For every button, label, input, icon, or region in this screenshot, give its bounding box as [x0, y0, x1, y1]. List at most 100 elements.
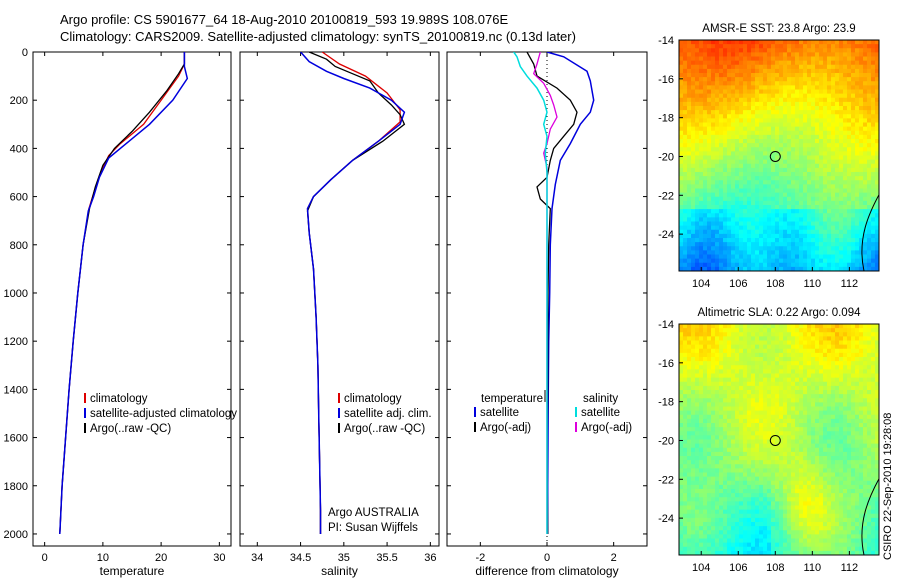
sla-cell	[827, 365, 832, 370]
sst-cell	[763, 89, 768, 95]
sst-cell	[807, 188, 812, 194]
sla-cell	[803, 377, 808, 383]
sla-cell	[691, 344, 696, 350]
sst-cell	[863, 188, 868, 194]
sst-cell	[731, 89, 736, 95]
sst-cell	[763, 217, 768, 222]
sst-cell	[711, 225, 716, 231]
sst-cell	[875, 56, 880, 62]
sla-cell	[823, 435, 828, 440]
sla-cell	[835, 423, 840, 428]
sst-cell	[847, 48, 852, 53]
sst-cell	[739, 242, 744, 247]
sla-cell	[875, 414, 880, 420]
sst-cell	[767, 200, 772, 206]
sst-cell	[867, 167, 872, 173]
sst-cell	[687, 246, 692, 251]
sla-cell	[871, 410, 876, 416]
sla-cell	[867, 328, 872, 333]
sla-cell	[851, 385, 856, 391]
sla-cell	[775, 439, 780, 445]
sla-cell	[867, 340, 872, 346]
sst-cell	[755, 122, 760, 128]
sla-cell	[723, 443, 728, 449]
sst-cell	[719, 229, 724, 235]
sst-cell	[851, 139, 856, 144]
sst-cell	[779, 258, 784, 264]
sla-cell	[719, 394, 724, 399]
sst-cell	[731, 229, 736, 235]
sla-cell	[723, 427, 728, 432]
sst-cell	[787, 126, 792, 132]
sst-cell	[763, 192, 768, 198]
sla-cell	[695, 439, 700, 445]
sla-cell	[827, 336, 832, 341]
sst-cell	[695, 143, 700, 148]
sst-cell	[771, 238, 776, 243]
sst-cell	[819, 163, 824, 169]
sla-cell	[687, 480, 692, 486]
sla-cell	[847, 418, 852, 424]
sla-cell	[775, 464, 780, 469]
sla-cell	[871, 365, 876, 370]
sla-cell	[791, 352, 796, 358]
sla-cell	[787, 377, 792, 383]
sla-cell	[687, 489, 692, 494]
sst-cell	[747, 40, 752, 45]
sla-cell	[711, 402, 716, 407]
sla-cell	[823, 348, 828, 354]
sst-cell	[859, 151, 864, 156]
sst-cell	[695, 258, 700, 264]
sst-cell	[707, 163, 712, 169]
sst-cell	[699, 143, 704, 148]
sla-cell	[875, 460, 880, 465]
sst-cell	[795, 258, 800, 264]
sst-cell	[799, 73, 804, 78]
sst-cell	[795, 101, 800, 107]
sla-cell	[835, 427, 840, 432]
sst-cell	[867, 258, 872, 264]
sst-cell	[815, 254, 820, 260]
sla-cell	[827, 352, 832, 358]
sla-cell	[711, 468, 716, 473]
sla-cell	[783, 443, 788, 449]
sla-cell	[691, 431, 696, 436]
sst-cell	[683, 40, 688, 45]
sst-cell	[871, 196, 876, 202]
sst-cell	[787, 97, 792, 103]
sla-cell	[755, 480, 760, 486]
sla-cell	[839, 414, 844, 420]
sla-cell	[815, 468, 820, 473]
sst-cell	[799, 93, 804, 99]
sla-cell	[735, 414, 740, 420]
sst-cell	[731, 134, 736, 140]
sst-cell	[851, 114, 856, 119]
sla-cell	[851, 348, 856, 354]
sla-cell	[679, 435, 684, 440]
sst-cell	[763, 118, 768, 123]
sla-cell	[739, 398, 744, 403]
sla-cell	[723, 476, 728, 482]
sst-cell	[875, 209, 880, 214]
sst-xtick-label: 112	[841, 278, 859, 290]
sst-cell	[815, 205, 820, 210]
sla-cell	[763, 443, 768, 449]
sla-cell	[867, 480, 872, 486]
sla-cell	[807, 352, 812, 358]
sla-cell	[759, 414, 764, 420]
sst-cell	[755, 126, 760, 132]
sla-cell	[707, 328, 712, 333]
sla-cell	[859, 443, 864, 449]
sst-cell	[827, 221, 832, 227]
sst-cell	[875, 184, 880, 189]
sla-cell	[815, 456, 820, 461]
sst-cell	[727, 114, 732, 119]
sst-cell	[831, 139, 836, 144]
sst-cell	[727, 68, 732, 74]
sla-cell	[823, 451, 828, 457]
sst-cell	[747, 85, 752, 90]
sst-cell	[871, 52, 876, 57]
sla-cell	[771, 373, 776, 379]
sst-cell	[759, 209, 764, 214]
sla-cell	[779, 472, 784, 478]
